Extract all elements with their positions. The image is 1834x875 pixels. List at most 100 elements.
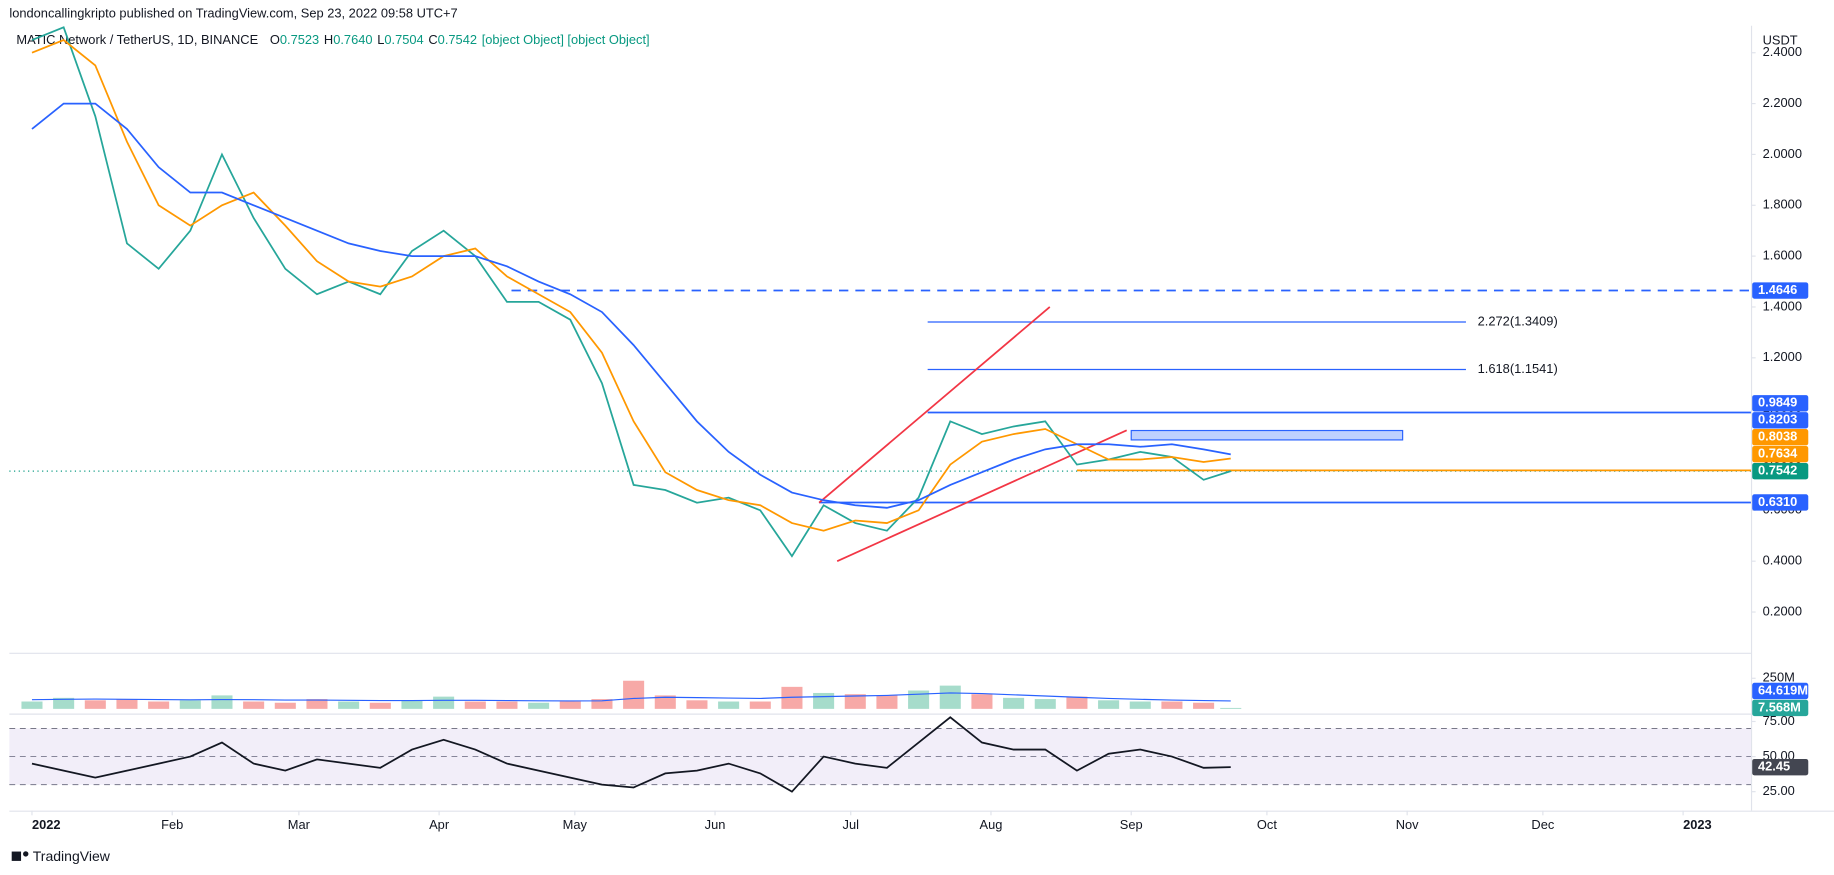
- volume-bar: [559, 701, 581, 709]
- volume-bar: [148, 701, 170, 709]
- price-label: 0.9849: [1758, 395, 1797, 410]
- legend-part: MATIC Network / TetherUS, 1D, BINANCE: [16, 32, 258, 47]
- legend-part: 0.7504: [384, 32, 423, 47]
- x-tick-label: Mar: [288, 817, 311, 832]
- volume-bar: [844, 694, 866, 709]
- volume-bar: [433, 696, 455, 709]
- volume-bar: [876, 695, 898, 709]
- price-label: 0.8038: [1758, 429, 1797, 444]
- volume-bar: [528, 702, 550, 709]
- price-label: 7.568M: [1758, 699, 1801, 714]
- price-label-bg: [1752, 429, 1809, 446]
- volume-bar: [84, 700, 106, 709]
- y-tick-label: 2.2000: [1763, 95, 1802, 110]
- legend-part: [object Object]: [567, 32, 649, 47]
- price-label-bg: [1752, 494, 1809, 511]
- volume-bar: [1161, 701, 1183, 709]
- x-tick-label: Sep: [1120, 817, 1143, 832]
- volume-bar: [781, 686, 803, 709]
- volume-bar: [591, 699, 613, 709]
- price-label: 42.45: [1758, 759, 1790, 774]
- volume-bar: [1129, 701, 1151, 709]
- volume-bar: [1098, 700, 1120, 709]
- price-label-bg: [1752, 699, 1809, 717]
- price-label: 1.4646: [1758, 282, 1797, 297]
- x-tick-label: Dec: [1531, 817, 1554, 832]
- band: [9, 728, 1751, 785]
- symbol-legend: MATIC Network / TetherUS, 1D, BINANCE O0.…: [16, 32, 649, 47]
- volume-bar: [654, 695, 676, 709]
- price-label: 0.8203: [1758, 412, 1797, 427]
- price-label: 0.7634: [1758, 446, 1798, 461]
- volume-bar: [53, 697, 75, 709]
- price-label: 0.7542: [1758, 463, 1797, 478]
- volume-bar: [211, 695, 233, 709]
- line-series: [31, 692, 1231, 702]
- line-series: [31, 39, 1231, 532]
- trend-line: [836, 429, 1128, 562]
- legend-part: O: [270, 32, 280, 47]
- y-tick-label: 1.2000: [1763, 349, 1802, 364]
- y-tick-label: 0.4000: [1763, 553, 1802, 568]
- x-tick-label: Feb: [161, 817, 183, 832]
- zone-box: [1130, 429, 1404, 441]
- legend-part: L: [377, 32, 384, 47]
- volume-bar: [338, 701, 360, 709]
- volume-bar: [369, 702, 391, 709]
- volume-bar: [274, 702, 296, 709]
- x-tick-label: Apr: [429, 817, 450, 832]
- x-tick-label: Aug: [980, 817, 1003, 832]
- price-label-bg: [1752, 682, 1809, 700]
- price-label-bg: [1752, 758, 1809, 776]
- volume-bar: [908, 690, 930, 709]
- volume-bar: [813, 692, 835, 709]
- price-label-bg: [1752, 445, 1809, 463]
- brand-logo: [11, 851, 29, 861]
- volume-bar: [686, 700, 708, 709]
- brand: TradingView: [33, 848, 111, 864]
- x-tick-label: May: [563, 817, 588, 832]
- volume-bar: [401, 700, 423, 709]
- price-label: 64.619M: [1758, 682, 1808, 697]
- volume-bar: [306, 699, 328, 709]
- volume-bar: [1220, 707, 1242, 709]
- volume-bar: [718, 701, 740, 709]
- volume-bar: [116, 699, 138, 709]
- volume-bar: [1066, 696, 1088, 709]
- price-label: 0.6310: [1758, 494, 1797, 509]
- y-tick-label: 25.00: [1763, 783, 1795, 798]
- price-label-bg: [1752, 395, 1809, 412]
- volume-bar: [243, 701, 265, 709]
- volume-bar: [1003, 697, 1025, 709]
- price-label-bg: [1752, 462, 1809, 480]
- x-tick-label: 2022: [32, 817, 61, 832]
- y-tick-label: 2.0000: [1763, 146, 1802, 161]
- legend-part: 0.7542: [438, 32, 477, 47]
- price-label-bg: [1752, 412, 1809, 429]
- trend-line: [818, 306, 1051, 504]
- line-series: [31, 26, 1232, 558]
- line-series: [31, 102, 1231, 509]
- fib-label: 2.272(1.3409): [1478, 313, 1558, 328]
- line-series: [31, 716, 1231, 793]
- x-tick-label: Oct: [1257, 817, 1277, 832]
- layer: MATIC Network / TetherUS, 1D, BINANCE O0.…: [9, 26, 1809, 832]
- fib-label: 1.618(1.1541): [1478, 361, 1558, 376]
- y-tick-label: 1.6000: [1763, 248, 1802, 263]
- x-tick-label: Jul: [843, 817, 859, 832]
- volume-bar: [749, 701, 771, 709]
- volume-bar: [1034, 699, 1056, 709]
- y-tick-label: 0.2000: [1763, 603, 1802, 618]
- legend-part: 0.7640: [333, 32, 372, 47]
- legend-part: 0.7523: [280, 32, 319, 47]
- price-label-bg: [1752, 282, 1809, 299]
- x-tick-label: 2023: [1683, 817, 1712, 832]
- volume-bar: [496, 701, 518, 709]
- y-tick-label: 2.4000: [1763, 44, 1802, 59]
- volume-bar: [971, 694, 993, 709]
- legend-part: [object Object]: [482, 32, 564, 47]
- legend-part: H: [324, 32, 333, 47]
- y-tick-label: 1.4000: [1763, 298, 1802, 313]
